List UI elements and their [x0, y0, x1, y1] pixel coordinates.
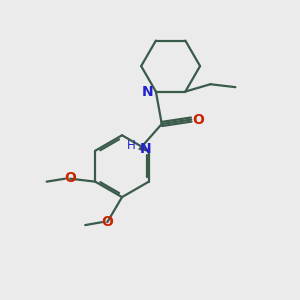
- Text: O: O: [101, 215, 113, 229]
- Text: N: N: [140, 142, 151, 156]
- Text: O: O: [192, 112, 204, 127]
- Text: O: O: [64, 171, 76, 185]
- Text: H: H: [127, 139, 136, 152]
- Text: N: N: [142, 85, 154, 99]
